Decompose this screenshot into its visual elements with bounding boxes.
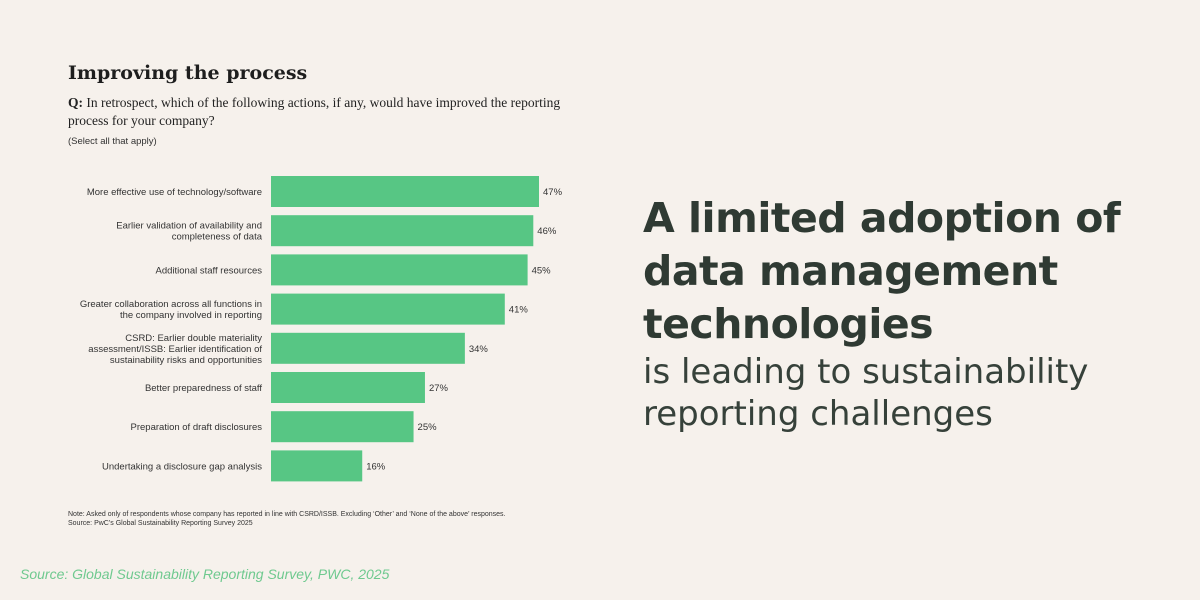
bar-value-label: 34% (469, 344, 489, 355)
category-label-line: Greater collaboration across all functio… (80, 299, 262, 310)
category-label: CSRD: Earlier double materiality assessme… (88, 333, 262, 366)
question-prefix: Q: (68, 95, 83, 110)
bar-value-label: 16% (366, 461, 386, 472)
bar (271, 293, 505, 325)
bar (271, 450, 363, 482)
category-label: Better preparedness of staff (145, 383, 262, 394)
category-label-line: assessment/ISSB: Earlier identification … (88, 344, 262, 355)
bar-value-label: 41% (509, 305, 529, 316)
category-label-line: sustainability risks and opportunities (110, 355, 262, 366)
bar (271, 215, 534, 247)
category-label-line: More effective use of technology/softwar… (87, 187, 262, 198)
bar-value-label: 27% (429, 383, 449, 394)
note-text: Note: Asked only of respondents whose co… (68, 511, 506, 518)
bar-chart: 47% More effective use of technology/soft… (80, 176, 563, 482)
category-label: More effective use of technology/softwar… (87, 187, 262, 198)
headline-light-line: is leading to sustainability (643, 352, 1089, 392)
headline-bold-block: A limited adoption of data management te… (643, 192, 1183, 351)
headline-light-block: is leading to sustainability reporting c… (643, 351, 1183, 435)
survey-question: Q: In retrospect, which of the following… (68, 94, 568, 130)
category-label-line: Better preparedness of staff (145, 383, 262, 394)
headline-bold-line: data management (643, 247, 1058, 295)
bar (271, 176, 539, 207)
category-label: Undertaking a disclosure gap analysis (102, 461, 262, 472)
category-label-line: Additional staff resources (156, 265, 263, 276)
category-label-line: completeness of data (172, 232, 263, 243)
headline: A limited adoption of data management te… (643, 192, 1183, 435)
footer-source: Source: Global Sustainability Reporting … (20, 566, 390, 582)
headline-light-line: reporting challenges (643, 394, 993, 434)
headline-bold-line: A limited adoption of (643, 194, 1121, 242)
category-label-line: the company involved in reporting (120, 310, 262, 321)
category-label-line: Earlier validation of availability and (116, 221, 262, 232)
chart-note: Note: Asked only of respondents whose co… (68, 510, 588, 528)
bar (271, 411, 414, 443)
category-label-line: Preparation of draft disclosures (131, 422, 263, 433)
select-instruction: (Select all that apply) (68, 136, 157, 147)
category-label-line: CSRD: Earlier double materiality (125, 333, 262, 344)
chart-source-text: Source: PwC’s Global Sustainability Repo… (68, 520, 253, 527)
chart-title: Improving the process (68, 62, 308, 84)
category-label: Preparation of draft disclosures (131, 422, 263, 433)
bar-value-label: 47% (543, 187, 563, 198)
category-label: Earlier validation of availability and co… (116, 221, 262, 243)
bar (271, 254, 528, 286)
question-text: In retrospect, which of the following ac… (68, 95, 561, 128)
bar-value-label: 45% (532, 265, 552, 276)
category-label-line: Undertaking a disclosure gap analysis (102, 461, 262, 472)
bar-value-label: 46% (537, 226, 557, 237)
category-label: Additional staff resources (156, 265, 263, 276)
bar (271, 332, 465, 364)
bar (271, 372, 425, 403)
bar-value-label: 25% (418, 422, 438, 433)
category-label: Greater collaboration across all functio… (80, 299, 262, 321)
headline-bold-line: technologies (643, 300, 934, 348)
